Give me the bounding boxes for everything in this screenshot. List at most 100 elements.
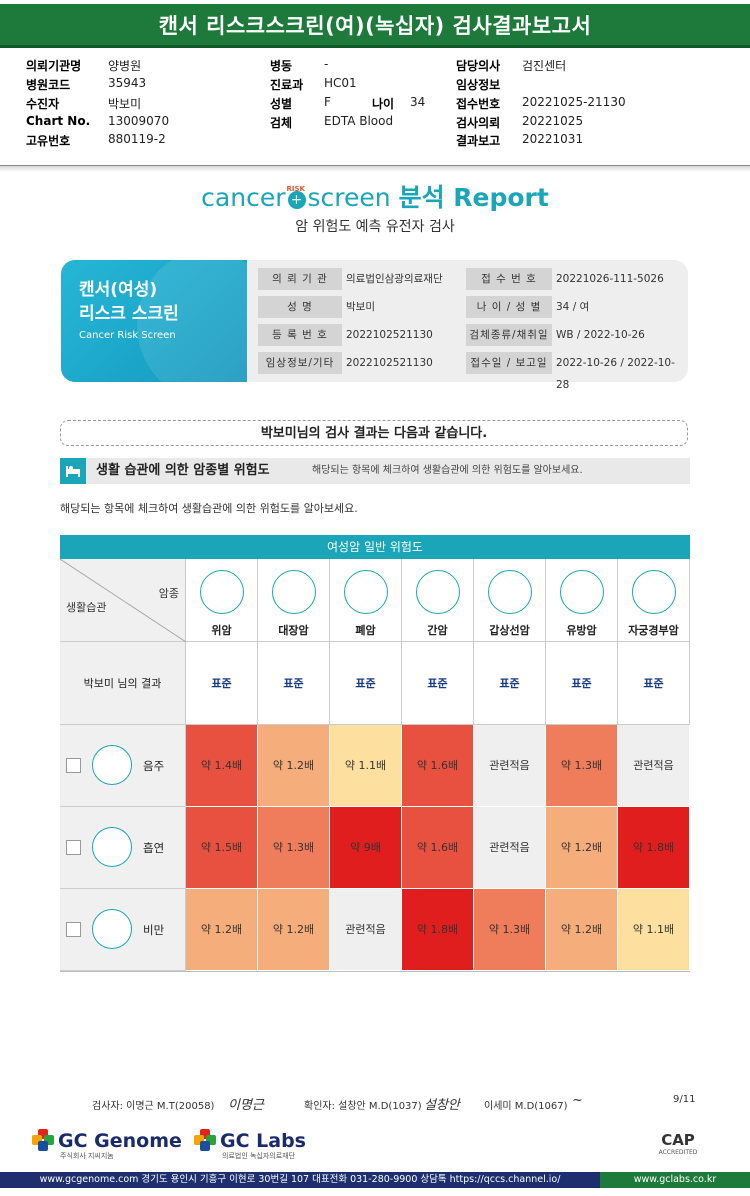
risk-cell: 약 1.2배 [186, 889, 258, 971]
card-value: 박보미 [346, 301, 375, 313]
info-patient: 수진자 박보미 [26, 97, 142, 111]
card-value: 2022102521130 [346, 357, 433, 369]
cancer-column-4: 갑상선암 [474, 559, 546, 642]
risk-cell: 약 1.2배 [546, 807, 618, 889]
risk-cell: 관련적음 [474, 725, 546, 807]
smoking-icon [92, 827, 132, 867]
info-ward: 병동 - [270, 57, 329, 73]
card-row: 성 명 박보미 나 이 / 성 별 34 / 여 [61, 296, 688, 318]
card-subtitle: Cancer Risk Screen [79, 330, 176, 341]
info-clinical: 임상정보 [456, 78, 501, 92]
corner-cancer-label: 암종 [158, 587, 179, 600]
cancer-column-0: 위암 [186, 559, 258, 642]
habit-name: 흡연 [143, 841, 165, 855]
table-corner: 암종 생활습관 [60, 559, 186, 642]
card-value: 2022-10-26 / 2022-10-28 [556, 357, 675, 391]
std-value: 표준 [258, 642, 330, 725]
std-value: 표준 [402, 642, 474, 725]
cap-logo: CAP ACCREDITED [658, 1131, 698, 1156]
section-note: 해당되는 항목에 체크하여 생활습관에 의한 위험도를 알아보세요. [60, 502, 358, 515]
uterus-icon [631, 570, 676, 614]
card-value: 34 / 여 [556, 301, 590, 313]
std-value: 표준 [618, 642, 690, 725]
habit-name: 음주 [143, 759, 165, 773]
card-label: 접수일 / 보고일 [466, 352, 552, 374]
stomach-icon [199, 570, 244, 614]
card-title-2: 리스크 스크린 [79, 304, 179, 324]
patient-card: 캔서(여성) 리스크 스크린 Cancer Risk Screen 의 뢰 기 관… [61, 260, 688, 391]
risk-cell: 약 1.8배 [402, 889, 474, 971]
result-intro: 박보미님의 검사 결과는 다음과 같습니다. [60, 420, 688, 446]
info-sex: 성별 F [270, 95, 331, 111]
habit-name: 비만 [143, 923, 165, 937]
signatures: 검사자: 이명근 M.T(20058) 이명근 확인자: 설창안 M.D(103… [0, 1093, 750, 1117]
card-label: 접 수 번 호 [466, 268, 552, 290]
cancer-name: 갑상선암 [489, 624, 530, 637]
second-signature: ~ [572, 1093, 583, 1108]
plus-icon: + RISK [286, 185, 306, 209]
risk-cell: 약 1.3배 [474, 889, 546, 971]
card-row: 등 록 번 호 2022102521130 검체종류/채취일 WB / 2022-10… [61, 324, 688, 346]
info-receipt-no: 접수번호 20221025-21130 [456, 95, 626, 111]
page-number: 9/11 [673, 1094, 696, 1105]
colon-icon [271, 570, 316, 614]
info-age: 나이 34 [372, 95, 426, 111]
info-chart-no: Chart No. 13009070 [26, 114, 170, 128]
card-row: 임상정보/기타 2022102521130 접수일 / 보고일 2022-10-26 … [61, 352, 688, 391]
info-hospital: 의뢰기관명 양병원 [26, 59, 142, 73]
section-header: 생활 습관에 의한 암종별 위험도 해당되는 항목에 체크하여 생활습관에 의한… [60, 458, 690, 484]
risk-cell: 약 1.2배 [546, 889, 618, 971]
std-value: 표준 [186, 642, 258, 725]
card-label: 성 명 [258, 296, 342, 318]
drink-icon [92, 745, 132, 785]
habit-checkbox[interactable] [66, 922, 81, 937]
info-unique-no: 고유번호 880119-2 [26, 132, 166, 148]
second-confirmer: 이세미 M.D(1067) [484, 1101, 568, 1112]
cancer-name: 유방암 [566, 624, 597, 637]
risk-cell: 약 9배 [330, 807, 402, 889]
gc-cross-icon [32, 1129, 54, 1151]
card-title-1: 캔서(여성) [79, 280, 158, 300]
footer-site[interactable]: www.gclabs.co.kr [600, 1172, 750, 1188]
footer-bar: www.gcgenome.com 경기도 용인시 기흥구 이현로 30번길 10… [0, 1172, 750, 1188]
card-value: 20221026-111-5026 [556, 273, 664, 285]
breast-icon [559, 570, 604, 614]
cancer-name: 위암 [211, 624, 232, 637]
cancer-column-6: 자궁경부암 [618, 559, 690, 642]
confirmer-signature: 설창안 [424, 1098, 460, 1113]
tester: 검사자: 이명근 M.T(20058) [92, 1101, 215, 1112]
habit-checkbox[interactable] [66, 840, 81, 855]
cancer-name: 간암 [427, 624, 448, 637]
habit-row-1: 흡연 [60, 807, 186, 889]
card-value: WB / 2022-10-26 [556, 329, 645, 341]
bed-icon [60, 458, 86, 484]
risk-cell: 약 1.2배 [258, 725, 330, 807]
obesity-icon [92, 909, 132, 949]
corner-habit-label: 생활습관 [66, 601, 107, 614]
risk-cell: 약 1.2배 [258, 889, 330, 971]
cancer-name: 대장암 [278, 624, 309, 637]
gc-genome-logo: GC Genome 주식회사 지씨지놈 [32, 1129, 182, 1161]
lung-icon [343, 570, 388, 614]
std-value: 표준 [330, 642, 402, 725]
table-header: 여성암 일반 위험도 [60, 535, 690, 559]
card-label: 등 록 번 호 [258, 324, 342, 346]
cancer-screen-logo: cancer + RISK screen 분석 Report [201, 183, 549, 212]
info-request-date: 검사의뢰 20221025 [456, 114, 584, 130]
std-row-label: 박보미 님의 결과 [60, 642, 186, 725]
habit-checkbox[interactable] [66, 758, 81, 773]
cancer-column-3: 간암 [402, 559, 474, 642]
card-banner: 캔서(여성) 리스크 스크린 Cancer Risk Screen [61, 260, 247, 382]
risk-cell: 약 1.8배 [618, 807, 690, 889]
risk-cell: 약 1.1배 [618, 889, 690, 971]
liver-icon [415, 570, 460, 614]
risk-cell: 관련적음 [330, 889, 402, 971]
cancer-column-5: 유방암 [546, 559, 618, 642]
risk-cell: 약 1.1배 [330, 725, 402, 807]
card-label: 나 이 / 성 별 [466, 296, 552, 318]
habit-row-0: 음주 [60, 725, 186, 807]
report-subtitle: 암 위험도 예측 유전자 검사 [295, 219, 455, 235]
std-value: 표준 [546, 642, 618, 725]
info-hospital-code: 병원코드 35943 [26, 76, 147, 92]
card-label: 의 뢰 기 관 [258, 268, 342, 290]
